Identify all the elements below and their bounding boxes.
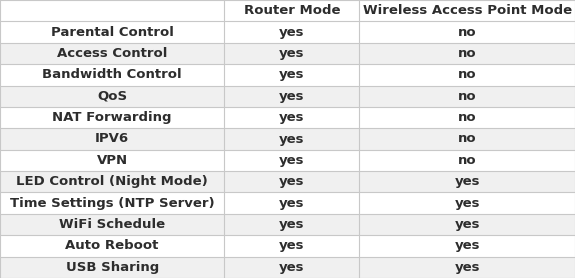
Bar (0, 0, 575, 21)
Text: WiFi Schedule: WiFi Schedule (59, 218, 165, 231)
Bar (0, 214, 575, 235)
Text: no: no (458, 154, 477, 167)
Text: no: no (458, 133, 477, 145)
Bar (0, 128, 575, 150)
Text: no: no (458, 111, 477, 124)
Text: yes: yes (279, 175, 305, 188)
Text: yes: yes (279, 68, 305, 81)
Text: yes: yes (454, 175, 480, 188)
Text: QoS: QoS (97, 90, 127, 103)
Bar (0, 171, 575, 192)
Text: Wireless Access Point Mode: Wireless Access Point Mode (363, 4, 572, 17)
Text: yes: yes (454, 261, 480, 274)
Text: no: no (458, 47, 477, 60)
Text: yes: yes (454, 197, 480, 210)
Text: yes: yes (279, 261, 305, 274)
Text: yes: yes (279, 239, 305, 252)
Bar (0, 21, 575, 43)
Text: Router Mode: Router Mode (244, 4, 340, 17)
Text: Bandwidth Control: Bandwidth Control (43, 68, 182, 81)
Bar (0, 107, 575, 128)
Text: yes: yes (454, 239, 480, 252)
Bar (0, 192, 575, 214)
Text: no: no (458, 90, 477, 103)
Text: LED Control (Night Mode): LED Control (Night Mode) (16, 175, 208, 188)
Text: NAT Forwarding: NAT Forwarding (52, 111, 172, 124)
Text: yes: yes (454, 218, 480, 231)
Bar (0, 150, 575, 171)
Text: yes: yes (279, 111, 305, 124)
Text: IPV6: IPV6 (95, 133, 129, 145)
Bar (0, 235, 575, 257)
Bar (0, 43, 575, 64)
Text: yes: yes (279, 133, 305, 145)
Bar (0, 64, 575, 86)
Bar (0, 257, 575, 278)
Text: Access Control: Access Control (57, 47, 167, 60)
Text: Parental Control: Parental Control (51, 26, 174, 39)
Text: yes: yes (279, 218, 305, 231)
Text: yes: yes (279, 47, 305, 60)
Text: yes: yes (279, 197, 305, 210)
Text: yes: yes (279, 26, 305, 39)
Text: USB Sharing: USB Sharing (66, 261, 159, 274)
Text: VPN: VPN (97, 154, 128, 167)
Text: yes: yes (279, 154, 305, 167)
Text: no: no (458, 26, 477, 39)
Text: Time Settings (NTP Server): Time Settings (NTP Server) (10, 197, 214, 210)
Text: no: no (458, 68, 477, 81)
Text: Auto Reboot: Auto Reboot (66, 239, 159, 252)
Bar (0, 86, 575, 107)
Text: yes: yes (279, 90, 305, 103)
